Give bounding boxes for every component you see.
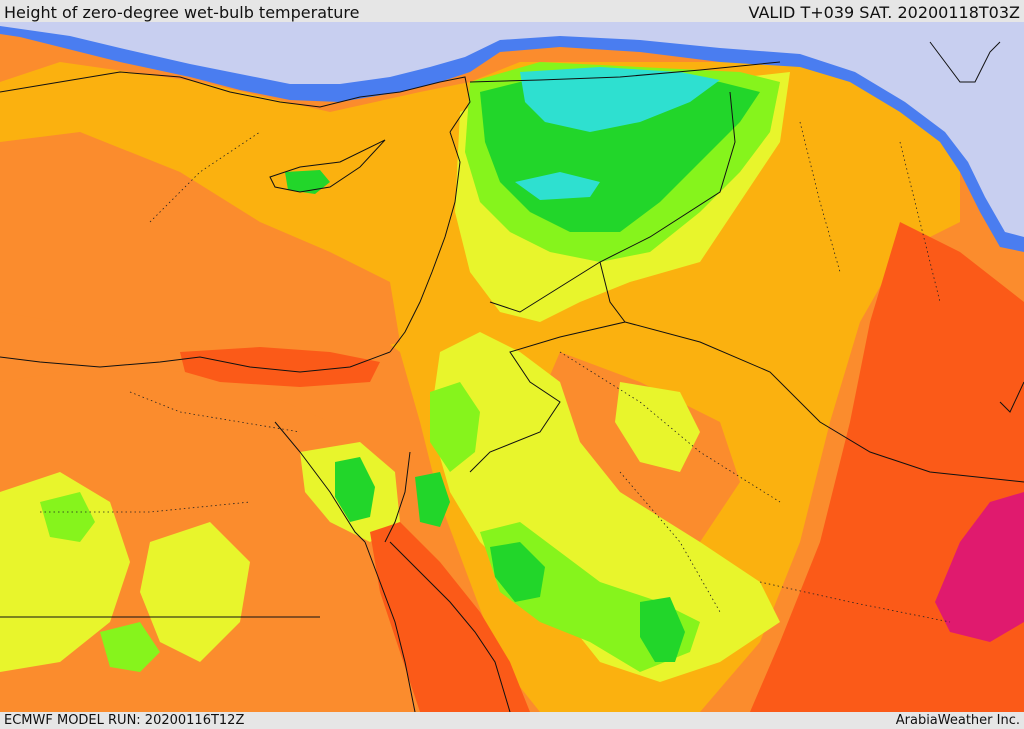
credit-label: ArabiaWeather Inc. [895,713,1020,728]
field-orange-med [0,132,400,362]
map-title: Height of zero-degree wet-bulb temperatu… [4,3,360,22]
field-green-cyprus [285,170,330,194]
field-green-aqaba [415,472,450,527]
borders [0,41,1024,712]
field-redorange-delta [180,347,380,387]
coastline-redsea-west [364,541,416,712]
model-run-label: ECMWF MODEL RUN: 20200116T12Z [4,713,245,728]
border-jordan-saudi [469,261,626,473]
field-yellow-east [615,382,700,472]
field-lime-jordan [430,382,480,472]
weather-map[interactable] [0,22,1024,712]
coastline-egypt [0,351,391,373]
field-green-sinai [335,457,375,522]
header-bar: Height of zero-degree wet-bulb temperatu… [0,0,1024,22]
field-yellow-africa1 [0,472,130,672]
outline-cyprus [269,139,386,193]
coastline-gulf [999,381,1024,413]
field-green-asir [640,597,685,662]
coastline-caspian-edge [929,41,1001,83]
field-blue-north [0,22,1024,252]
field-lavender-north [0,22,1024,237]
footer-bar: ECMWF MODEL RUN: 20200116T12Z ArabiaWeat… [0,712,1024,729]
field-yellow-africa2 [140,522,250,662]
field-lime-africa [40,492,95,542]
field-cyan-syria [515,172,600,200]
province-lines [40,121,951,623]
field-yellow-arabia [430,332,780,682]
coastline-turkey [0,71,471,133]
coastline-levant [389,131,461,353]
field-green-hijaz [490,542,545,602]
coastline-gulf-suez [274,421,366,543]
border-syria-iraq [489,91,736,313]
field-cyan-levant [520,67,720,132]
valid-time: VALID T+039 SAT. 20200118T03Z [748,3,1020,22]
field-lime-africa2 [100,622,160,672]
field-redorange-redsea [370,522,530,712]
coastline-gulf-aqaba [384,451,411,543]
field-magenta [935,492,1024,642]
coastline-redsea-east [389,541,511,712]
border-saudi-iraq [624,321,1024,483]
border-turkey-syria [469,61,781,83]
